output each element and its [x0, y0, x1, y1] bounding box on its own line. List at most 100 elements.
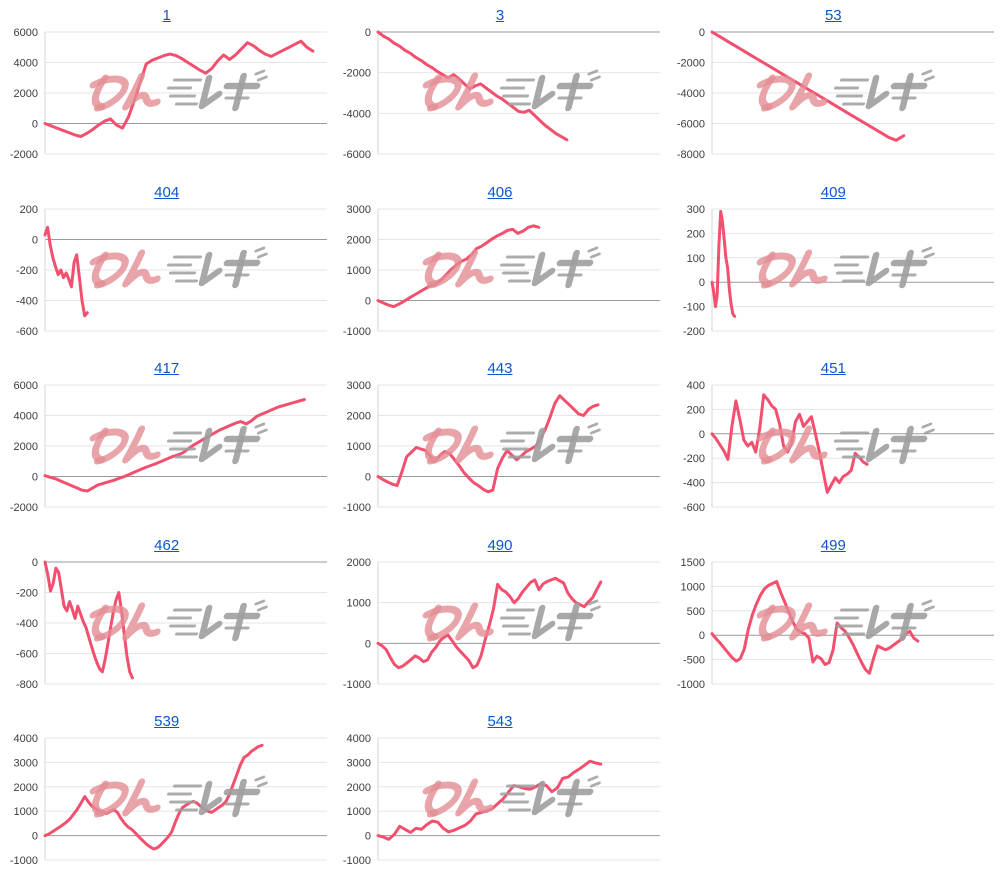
chart-title-link[interactable]: 417 [154, 360, 180, 378]
data-line [376, 223, 541, 308]
y-tick-label: 1500 [680, 557, 704, 569]
data-line [43, 225, 89, 317]
y-tick-label: -1000 [343, 855, 371, 867]
y-tick-label: -600 [16, 326, 38, 338]
chart-title-link[interactable]: 404 [154, 183, 180, 201]
y-tick-label: 1000 [347, 441, 371, 453]
y-tick-label: 4000 [14, 411, 38, 423]
y-tick-label: 3000 [347, 758, 371, 770]
y-tick-label: -1000 [343, 326, 371, 338]
y-tick-label: 1000 [14, 807, 38, 819]
chart-svg: 400 200 0 -200 -400 -600 [683, 380, 994, 514]
y-tick-label: 3000 [347, 204, 371, 216]
chart-title: 543 [333, 706, 666, 732]
y-tick-label: 1000 [680, 581, 704, 593]
chart-plot-area: 3000 2000 1000 0 -1000 [333, 379, 666, 529]
chart-cell: 406 3000 2000 1000 0 -1000 [333, 177, 666, 354]
chart-title: 3 [333, 0, 666, 26]
chart-cell: 443 3000 2000 1000 0 -1000 [333, 353, 666, 530]
chart-svg: 3000 2000 1000 0 -1000 [343, 204, 661, 338]
y-tick-label: -600 [16, 648, 38, 660]
y-tick-label: -1000 [343, 502, 371, 514]
chart-title-link[interactable]: 543 [487, 713, 513, 731]
chart-title: 499 [667, 530, 1000, 556]
y-tick-label: -2000 [10, 149, 38, 161]
data-line [43, 560, 134, 680]
y-tick-label: -4000 [677, 88, 705, 100]
chart-title-link[interactable]: 451 [820, 360, 846, 378]
y-tick-label: 0 [699, 27, 705, 39]
y-tick-label: 100 [686, 252, 704, 264]
y-tick-label: 0 [365, 638, 371, 650]
chart-plot-area: 6000 4000 2000 0 -2000 [0, 379, 333, 529]
y-tick-label: -200 [683, 326, 705, 338]
y-tick-label: 2000 [14, 782, 38, 794]
chart-cell: 462 0 -200 -400 -600 -800 [0, 530, 333, 707]
y-tick-label: -2000 [10, 502, 38, 514]
data-line [710, 30, 905, 142]
y-tick-label: 0 [365, 27, 371, 39]
y-tick-label: -8000 [677, 149, 705, 161]
chart-title-link[interactable]: 499 [820, 536, 846, 554]
data-line [376, 760, 603, 842]
chart-title-link[interactable]: 406 [487, 183, 513, 201]
chart-svg: 6000 4000 2000 0 -2000 [10, 380, 327, 514]
chart-svg: 3000 2000 1000 0 -1000 [343, 380, 661, 514]
y-tick-label: 0 [699, 429, 705, 441]
chart-svg: 1500 1000 500 0 -500 -1000 [677, 557, 994, 691]
y-tick-label: 400 [686, 380, 704, 392]
y-tick-label: 200 [20, 204, 38, 216]
y-tick-label: -400 [16, 295, 38, 307]
chart-title-link[interactable]: 53 [824, 7, 842, 24]
y-tick-label: 4000 [14, 733, 38, 745]
data-line [376, 576, 603, 669]
chart-cell: 404 200 0 -200 -400 -600 [0, 177, 333, 354]
chart-plot-area: 3000 2000 1000 0 -1000 [333, 203, 666, 353]
chart-title: 417 [0, 353, 333, 379]
y-tick-label: -1000 [343, 679, 371, 691]
y-tick-label: -800 [16, 679, 38, 691]
y-tick-label: 4000 [347, 733, 371, 745]
y-tick-label: -6000 [677, 119, 705, 131]
chart-plot-area: 400 200 0 -200 -400 -600 [667, 379, 1000, 529]
y-tick-label: 2000 [14, 441, 38, 453]
y-tick-label: 1000 [347, 807, 371, 819]
chart-svg: 6000 4000 2000 0 -2000 [10, 27, 327, 161]
chart-title: 409 [667, 177, 1000, 203]
chart-title-link[interactable]: 490 [487, 536, 513, 554]
chart-title: 443 [333, 353, 666, 379]
y-tick-label: -400 [16, 618, 38, 630]
data-line [710, 209, 736, 318]
data-line [43, 744, 264, 851]
chart-plot-area: 0 -2000 -4000 -6000 -8000 [667, 26, 1000, 176]
chart-cell: 3 0 -2000 -4000 -6000 [333, 0, 666, 177]
data-line [43, 398, 306, 493]
data-line [376, 30, 569, 142]
chart-title-link[interactable]: 3 [495, 7, 505, 24]
chart-title-link[interactable]: 1 [162, 7, 171, 24]
chart-plot-area: 1500 1000 500 0 -500 -1000 [667, 556, 1000, 706]
chart-svg: 4000 3000 2000 1000 0 -1000 [343, 733, 661, 867]
chart-cell: 490 2000 1000 0 -1000 [333, 530, 666, 707]
chart-plot-area: 200 0 -200 -400 -600 [0, 203, 333, 353]
y-tick-label: 2000 [347, 411, 371, 423]
chart-title: 490 [333, 530, 666, 556]
chart-title: 462 [0, 530, 333, 556]
chart-title-link[interactable]: 409 [820, 183, 846, 201]
chart-title: 404 [0, 177, 333, 203]
chart-cell: 417 6000 4000 2000 0 -2000 [0, 353, 333, 530]
chart-svg: 0 -2000 -4000 -6000 [343, 27, 661, 161]
chart-title-link[interactable]: 462 [154, 536, 180, 554]
chart-title-link[interactable]: 539 [154, 713, 180, 731]
y-tick-label: -200 [16, 587, 38, 599]
y-tick-label: 0 [365, 472, 371, 484]
y-tick-label: 0 [32, 557, 38, 569]
chart-title-link[interactable]: 443 [487, 360, 513, 378]
y-tick-label: 0 [365, 295, 371, 307]
chart-title: 1 [0, 0, 333, 26]
y-tick-label: -2000 [677, 58, 705, 70]
chart-cell: 543 4000 3000 2000 1000 0 -1000 [333, 706, 666, 883]
data-line [376, 394, 600, 494]
chart-title: 451 [667, 353, 1000, 379]
y-tick-label: -400 [683, 478, 705, 490]
